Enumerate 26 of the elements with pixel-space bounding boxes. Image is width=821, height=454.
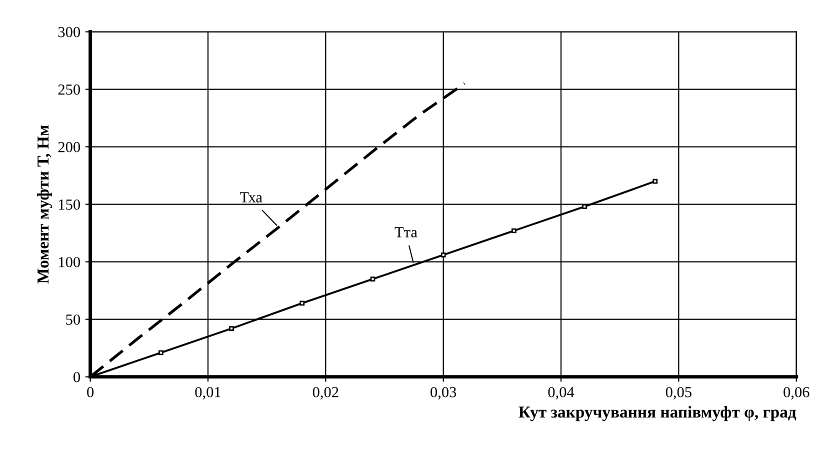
x-axis-title: Кут закручування напівмуфт φ, град	[518, 406, 796, 422]
point	[158, 350, 164, 356]
y-tick-label: 300	[58, 26, 80, 38]
y-tick-label: 50	[66, 314, 80, 325]
point	[440, 252, 446, 258]
x-tick-label: 0	[87, 386, 94, 398]
y-tick-label: 250	[58, 84, 80, 95]
x-tick-label: 0,05	[666, 386, 692, 400]
y-tick-label: 0	[74, 372, 80, 382]
x-tick-label: 0,01	[195, 386, 220, 400]
y-axis-title: Момент муфти Т, Нм	[36, 125, 52, 284]
point	[229, 326, 234, 331]
x-tick-label: 0,03	[430, 386, 456, 400]
y-tick-label: 150	[59, 199, 80, 210]
point	[300, 300, 305, 306]
y-tick-label: 200	[58, 142, 80, 152]
x-tick-label: 0,02	[312, 386, 338, 400]
x-tick-label: 0,04	[548, 386, 574, 400]
point	[512, 228, 516, 234]
point	[582, 204, 587, 210]
point	[370, 276, 376, 282]
series-label: Тха	[240, 192, 262, 202]
point	[652, 178, 658, 184]
series-label: Тта	[394, 227, 418, 238]
y-tick-label: 100	[59, 256, 80, 268]
x-tick-label: 0,06	[784, 386, 810, 400]
